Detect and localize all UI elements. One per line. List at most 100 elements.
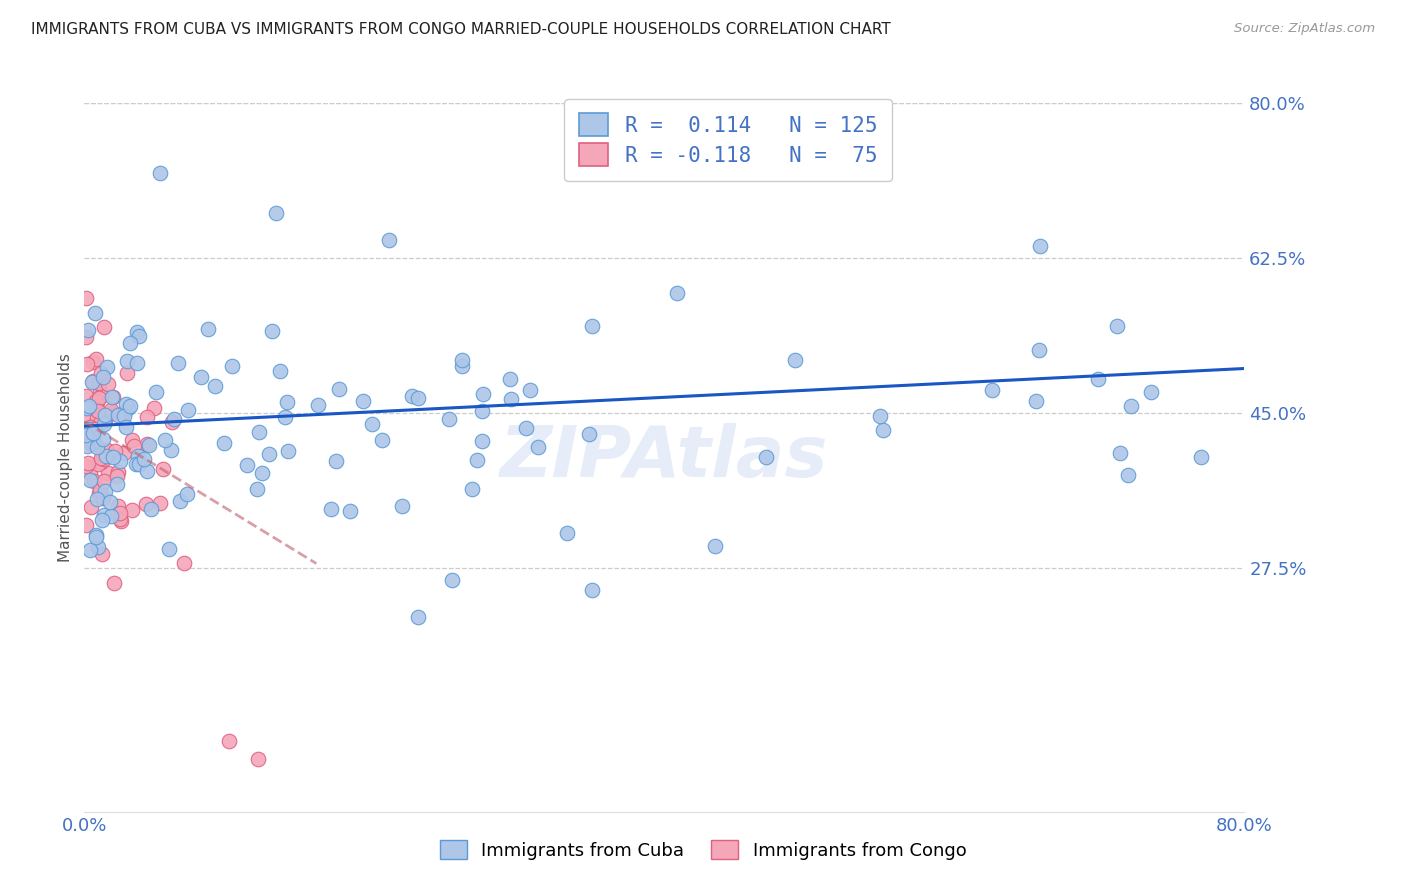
Point (98, 495, 121, 509)
Point (86, 395, 108, 409)
Text: ZIPAtlas: ZIPAtlas (501, 423, 828, 491)
Point (83, 474, 105, 488)
Point (80, 500, 103, 515)
Point (115, 354, 138, 368)
Point (408, 391, 430, 405)
Point (783, 353, 806, 368)
Point (276, 395, 298, 409)
Point (75, 458, 97, 473)
Point (75, 389, 97, 403)
Point (77, 399, 100, 413)
Point (118, 335, 141, 350)
Point (176, 487, 198, 501)
Point (87, 404, 110, 418)
Point (77, 432, 100, 446)
Point (307, 398, 329, 412)
Point (82, 435, 104, 450)
Point (108, 454, 131, 468)
Point (101, 406, 124, 420)
Point (257, 447, 280, 461)
Point (141, 501, 163, 516)
Point (83, 422, 105, 436)
Point (440, 573, 463, 587)
Point (91, 547, 114, 561)
Point (82, 374, 104, 388)
Point (246, 482, 269, 496)
Point (149, 166, 172, 180)
Point (127, 325, 149, 339)
Point (91, 432, 114, 446)
Point (104, 444, 127, 458)
Point (153, 434, 176, 448)
Point (115, 366, 138, 380)
Point (84, 398, 107, 412)
Point (581, 583, 603, 598)
Point (100, 403, 122, 417)
Point (122, 439, 145, 453)
Point (87, 540, 110, 554)
Point (105, 468, 128, 483)
Point (75, 428, 97, 442)
Point (665, 286, 688, 301)
Point (160, 442, 183, 457)
Point (108, 506, 131, 520)
Point (87, 391, 110, 405)
Point (499, 372, 522, 386)
Point (89, 384, 111, 399)
Point (101, 450, 124, 465)
Point (136, 410, 159, 425)
Point (93, 474, 115, 488)
Point (236, 458, 259, 473)
Point (111, 405, 134, 419)
Point (143, 401, 166, 415)
Point (391, 499, 413, 513)
Point (82, 425, 104, 440)
Point (94, 483, 117, 498)
Point (114, 419, 136, 434)
Point (89, 483, 111, 497)
Point (451, 353, 474, 368)
Point (76, 439, 98, 453)
Text: Source: ZipAtlas.com: Source: ZipAtlas.com (1234, 22, 1375, 36)
Point (1087, 371, 1109, 385)
Point (247, 425, 270, 439)
Point (77, 422, 100, 436)
Point (94, 412, 117, 426)
Point (90, 450, 112, 465)
Point (499, 392, 522, 407)
Point (437, 412, 460, 426)
Point (108, 512, 131, 526)
Point (1140, 384, 1163, 399)
Point (406, 609, 429, 624)
Point (461, 482, 484, 496)
Point (79, 473, 101, 487)
Point (105, 476, 128, 491)
Point (125, 457, 148, 471)
Point (173, 556, 195, 570)
Text: IMMIGRANTS FROM CUBA VS IMMIGRANTS FROM CONGO MARRIED-COUPLE HOUSEHOLDS CORRELAT: IMMIGRANTS FROM CUBA VS IMMIGRANTS FROM … (31, 22, 890, 37)
Point (127, 356, 149, 370)
Point (97, 377, 120, 392)
Point (75, 409, 97, 423)
Point (93, 508, 115, 523)
Point (145, 385, 167, 400)
Point (112, 409, 135, 424)
Point (872, 423, 894, 437)
Point (247, 751, 270, 765)
Point (84, 352, 107, 367)
Point (83, 422, 105, 436)
Point (83, 435, 105, 450)
Point (319, 501, 342, 516)
Point (1119, 400, 1142, 414)
Point (1029, 239, 1052, 253)
Point (128, 457, 150, 471)
Point (103, 390, 125, 404)
Point (755, 450, 778, 465)
Point (218, 733, 240, 747)
Point (581, 318, 603, 333)
Point (77, 456, 100, 470)
Point (82, 434, 104, 449)
Point (274, 409, 297, 424)
Point (401, 389, 423, 403)
Point (86, 393, 108, 408)
